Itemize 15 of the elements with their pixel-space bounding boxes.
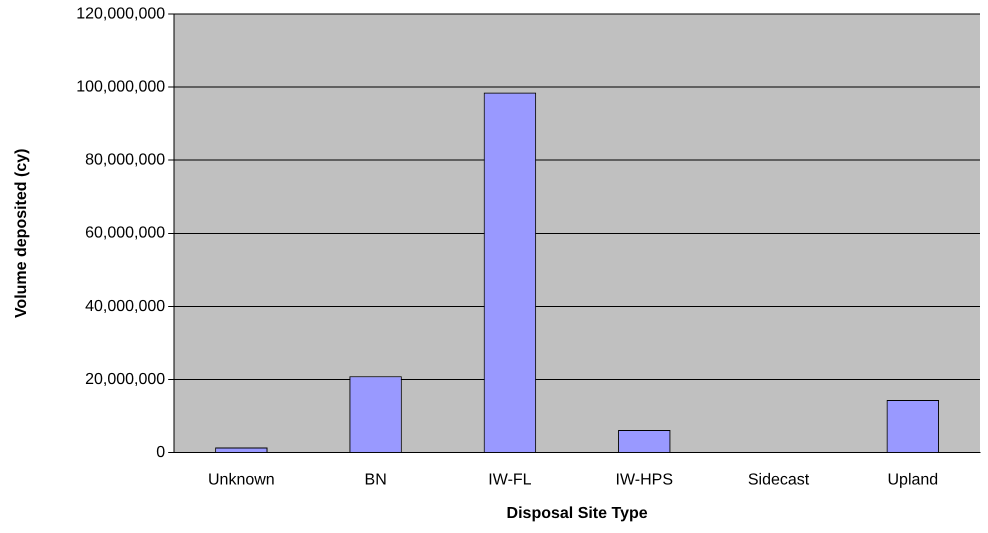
y-tick-label: 100,000,000	[76, 78, 166, 96]
x-tick-label: Upland	[887, 472, 938, 489]
y-tick-label: 20,000,000	[85, 370, 166, 388]
x-axis-title: Disposal Site Type	[506, 504, 648, 522]
y-tick-label: 40,000,000	[85, 298, 166, 315]
y-tick-label: 120,000,000	[76, 5, 166, 22]
y-tick-label: 60,000,000	[85, 224, 166, 242]
x-tick-label: IW-FL	[488, 472, 532, 489]
y-tick-label: 80,000,000	[85, 152, 166, 169]
y-axis-title: Volume deposited (cy)	[13, 148, 30, 318]
x-tick-label: Unknown	[208, 472, 275, 489]
y-tick-label: 0	[156, 444, 166, 462]
x-tick-label: IW-HPS	[616, 472, 673, 489]
x-tick-label: Sidecast	[748, 472, 810, 489]
x-tick-label: BN	[364, 472, 387, 489]
